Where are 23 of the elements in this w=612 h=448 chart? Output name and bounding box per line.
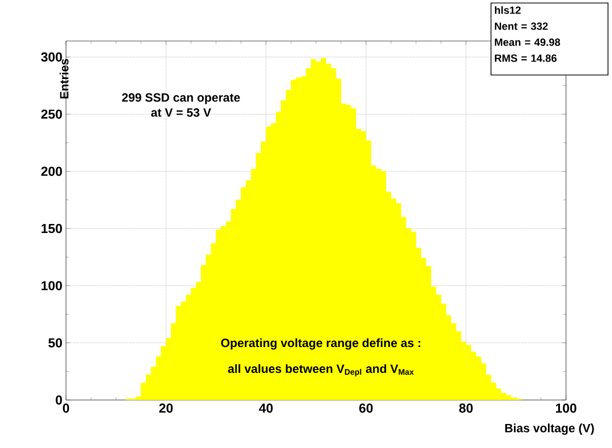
text: hls12 [494, 6, 521, 14]
x-tick-label: 20 [159, 404, 173, 413]
annotation: all values between V$_{Depl}$ and V$_{Max}$ [228, 364, 414, 376]
y-axis-title: Entries [60, 59, 68, 98]
x-tick-label: 100 [556, 404, 576, 413]
x-tick-label: 60 [359, 404, 373, 413]
annotation: RMS = 14.86 [494, 54, 557, 62]
y-tick-label: 200 [41, 166, 62, 176]
text: Nent = 332 [494, 22, 548, 30]
y-tick-label: 50 [48, 338, 62, 348]
x-tick-label: 0 [62, 404, 70, 413]
y-tick-label: 300 [41, 52, 62, 62]
x-axis-title: Bias voltage (V) [505, 424, 594, 435]
annotation: 299 SSD can operate [122, 93, 240, 104]
y-tick-label: 100 [42, 281, 62, 290]
annotation: Mean = 49.98 [494, 38, 560, 46]
x-tick-label: 40 [258, 404, 273, 413]
y-tick-label: 250 [41, 110, 62, 119]
y-tick-label: 0 [56, 395, 62, 405]
y-tick-label: 150 [42, 224, 62, 234]
annotation: at V = 53 V [151, 108, 212, 117]
annotation: Operating voltage range define as : [221, 338, 420, 350]
x-tick-label: 80 [459, 404, 473, 413]
